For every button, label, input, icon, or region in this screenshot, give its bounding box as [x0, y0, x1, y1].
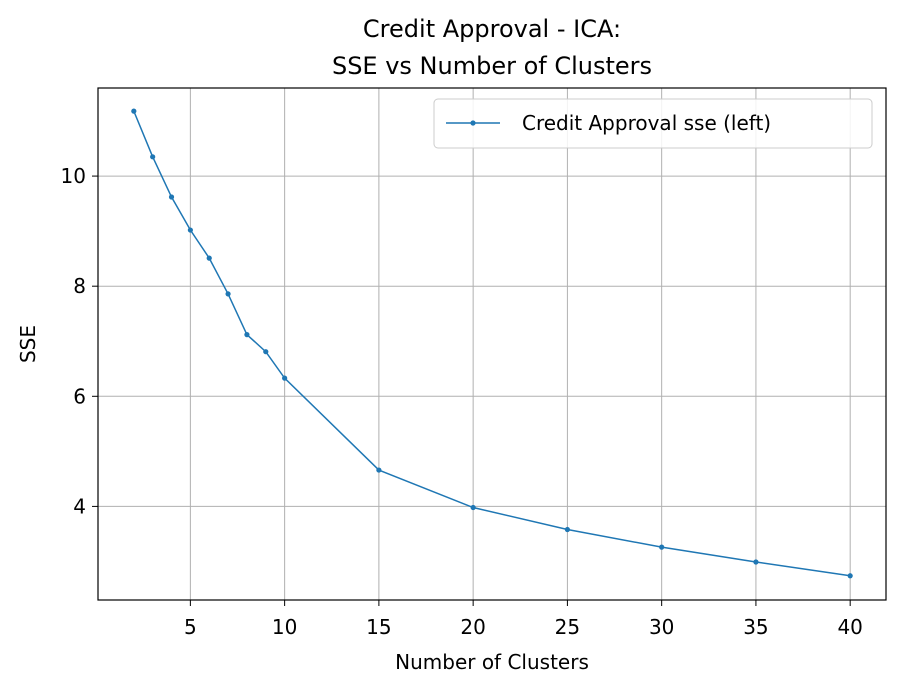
x-tick-label: 30 [649, 615, 674, 639]
y-tick-label: 10 [61, 164, 86, 188]
x-tick-label: 25 [555, 615, 580, 639]
data-point [206, 255, 212, 261]
y-tick-label: 4 [73, 494, 86, 518]
data-point [263, 349, 269, 355]
series [131, 108, 853, 579]
y-tick-label: 6 [73, 384, 86, 408]
data-point [376, 467, 382, 473]
data-point [470, 504, 476, 511]
data-point [244, 332, 250, 338]
legend-box [433, 98, 873, 149]
data-point [187, 227, 193, 233]
chart-subtitle: SSE vs Number of Clusters [332, 52, 652, 80]
legend: Credit Approval sse (left) [433, 98, 873, 149]
data-point [225, 291, 231, 297]
legend-entry-label: Credit Approval sse (left) [522, 111, 771, 135]
grid [98, 88, 886, 600]
x-tick-label: 35 [743, 615, 768, 639]
chart-title: Credit Approval - ICA: [363, 15, 621, 43]
y-tick-label: 8 [73, 274, 86, 298]
data-point [847, 573, 853, 579]
x-ticks: 5 10 15 20 25 30 35 40 [184, 600, 863, 639]
x-axis-label: Number of Clusters [395, 650, 589, 674]
y-axis-label: SSE [16, 325, 40, 363]
x-tick-label: 40 [837, 615, 862, 639]
data-point [753, 559, 759, 565]
y-ticks: 4 6 8 10 [61, 164, 98, 518]
plot-frame [97, 87, 887, 601]
x-tick-label: 15 [366, 615, 391, 639]
data-point [564, 526, 571, 533]
data-point [282, 375, 288, 381]
data-point [168, 194, 175, 200]
data-point [150, 154, 156, 160]
legend-point-marker [470, 120, 476, 126]
data-point [659, 544, 665, 550]
x-tick-label: 5 [184, 615, 197, 639]
x-tick-label: 10 [272, 615, 297, 639]
data-point [131, 108, 137, 114]
x-tick-label: 20 [460, 615, 485, 639]
